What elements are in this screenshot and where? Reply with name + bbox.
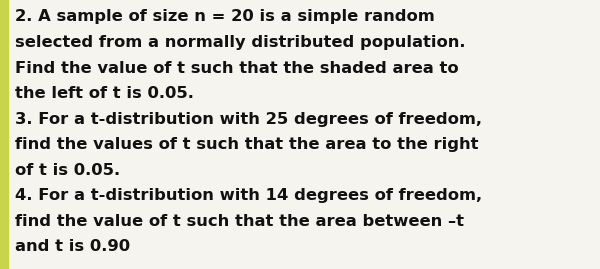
Text: 3. For a t-distribution with 25 degrees of freedom,: 3. For a t-distribution with 25 degrees … (15, 112, 482, 127)
Text: Find the value of t such that the shaded area to: Find the value of t such that the shaded… (15, 61, 458, 76)
Text: 4. For a t-distribution with 14 degrees of freedom,: 4. For a t-distribution with 14 degrees … (15, 188, 482, 203)
Text: find the values of t such that the area to the right: find the values of t such that the area … (15, 137, 479, 152)
Text: of t is 0.05.: of t is 0.05. (15, 163, 120, 178)
Text: find the value of t such that the area between –t: find the value of t such that the area b… (15, 214, 464, 229)
Text: 2. A sample of size n = 20 is a simple random: 2. A sample of size n = 20 is a simple r… (15, 9, 435, 24)
Text: and t is 0.90: and t is 0.90 (15, 239, 130, 254)
Bar (0, 0, 8, 269)
Text: selected from a normally distributed population.: selected from a normally distributed pop… (15, 35, 466, 50)
Text: the left of t is 0.05.: the left of t is 0.05. (15, 86, 194, 101)
